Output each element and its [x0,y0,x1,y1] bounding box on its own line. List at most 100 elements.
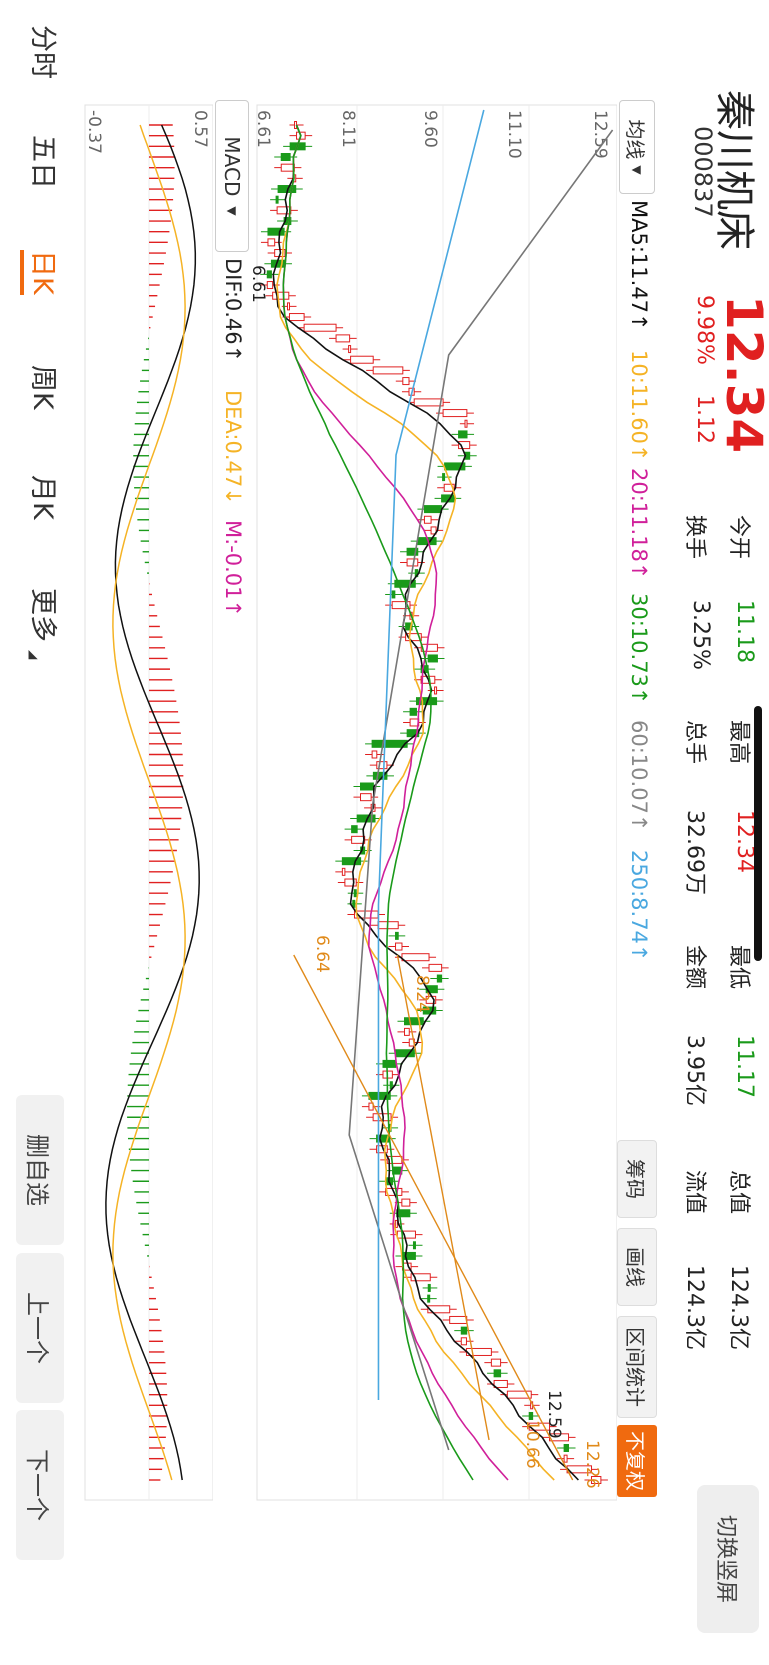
candle-body [303,323,337,332]
candle-body [428,963,443,972]
candle-body [353,889,357,898]
candle-body [413,398,444,407]
tab-five-day[interactable]: 五日 [27,135,58,189]
candle-body [404,1027,410,1036]
price-axis-label: 11.10 [504,110,524,159]
trend-line [293,954,574,1481]
macd-histogram [127,124,184,1481]
ma-selector-label: 均线 [623,119,648,160]
candle-body [266,270,272,279]
volume-value: 32.69万 [682,810,707,895]
candle-body [412,1241,416,1250]
candle-body [401,1198,411,1207]
trend-label: 6.64 [312,935,332,973]
candle-body [371,750,378,759]
change-amount: 1.12 [692,395,717,444]
candle-body [395,931,399,940]
candle-body [395,942,403,951]
dea-value: DEA:0.47↓ [221,390,245,505]
kline-chart[interactable]: 12.59 11.10 9.60 8.11 6.61 6.61 12.59 6.64 8.24 1… [252,0,617,1665]
volume-label: 总手 [682,720,707,765]
candle-body [563,1443,570,1452]
candle-body [401,953,430,962]
candle-body [335,334,351,343]
tab-daily-k[interactable]: 日K [20,250,65,295]
chips-button[interactable]: 筹码 [617,1140,657,1218]
trend-label: 12.26 [582,1440,602,1489]
tab-more[interactable]: 更多 [27,588,58,642]
ma10-value: 10:11.60↑ [627,350,651,462]
candle-body [394,1219,398,1228]
candle-body [351,825,358,834]
candle-body [427,654,438,663]
candle-body [420,643,438,652]
ma10-line [276,124,555,1481]
total-cap-value: 124.3亿 [726,1265,751,1350]
tab-weekly-k[interactable]: 周K [27,365,58,410]
candle-body [434,686,438,695]
turnover-label: 换手 [682,515,707,560]
candle-body [341,857,362,866]
candle-body [493,1369,502,1378]
more-caret-icon: ◢ [27,650,41,660]
macd-chart[interactable]: 0.57-0.3720240821 [83,0,213,1665]
candlestick-group [260,121,608,1484]
no-adjust-button[interactable]: 不复权 [617,1425,657,1497]
candle-body [460,1337,467,1346]
candle-body [423,515,432,524]
candle-body [382,1059,397,1068]
chart-frame [256,104,617,1501]
candle-body [371,739,408,748]
current-price: 12.34 [715,295,769,454]
macd-selector-label: MACD [220,136,244,197]
candle-body [372,366,404,375]
high-label: 最高 [726,720,751,765]
ma60-value: 60:10.07↑ [627,720,651,832]
candle-body [360,782,374,791]
price-axis-label: 6.61 [253,110,273,148]
candle-body [409,707,417,716]
candle-body [280,153,291,162]
next-stock-button[interactable]: 下一个 [16,1410,64,1560]
prev-stock-button[interactable]: 上一个 [16,1253,64,1403]
ma5-value: MA5:11.47↑ [627,200,651,331]
tab-monthly-k[interactable]: 月K [27,475,58,520]
candle-body [294,121,298,129]
dif-value: DIF:0.46↑ [221,258,245,363]
macd-selector[interactable]: MACD ▼ [215,100,249,252]
float-cap-value: 124.3亿 [682,1265,707,1350]
candle-body [280,163,295,172]
remove-watchlist-button[interactable]: 删自选 [16,1095,64,1245]
candle-body [286,302,290,311]
macd-indicator-bar: MACD ▼ DIF:0.46↑ DEA:0.47↓ M:-0.01↑ [213,100,249,1100]
price-axis-label: 12.59 [590,110,610,159]
price-axis-label: 9.60 [420,110,440,148]
amount-label: 金额 [682,945,707,990]
ma30-value: 30:10.73↑ [627,593,651,705]
candle-body [266,281,274,290]
draw-line-button[interactable]: 画线 [617,1228,657,1306]
candle-body [442,473,446,482]
candle-body [427,1294,431,1303]
dropdown-icon: ▼ [630,165,644,175]
range-stats-button[interactable]: 区间统计 [617,1316,657,1418]
tab-intraday[interactable]: 分时 [27,25,58,79]
ma-selector[interactable]: 均线 ▼ [619,100,655,194]
candle-body [490,1358,502,1367]
candle-body [423,505,443,514]
candle-body [272,291,290,300]
dea-line [112,124,186,1481]
candle-body [460,1326,468,1335]
stock-code: 000837 [689,126,717,218]
candle-body [396,1230,416,1239]
candle-body [591,1476,602,1484]
candle-body [368,1102,374,1111]
candle-body [348,345,352,354]
amount-value: 3.95亿 [682,1035,707,1106]
float-cap-label: 流值 [682,1170,707,1215]
candle-body [341,867,346,876]
total-cap-label: 总值 [726,1170,751,1215]
candle-body [458,430,468,439]
switch-portrait-button[interactable]: 切换竖屏 [697,1485,759,1633]
